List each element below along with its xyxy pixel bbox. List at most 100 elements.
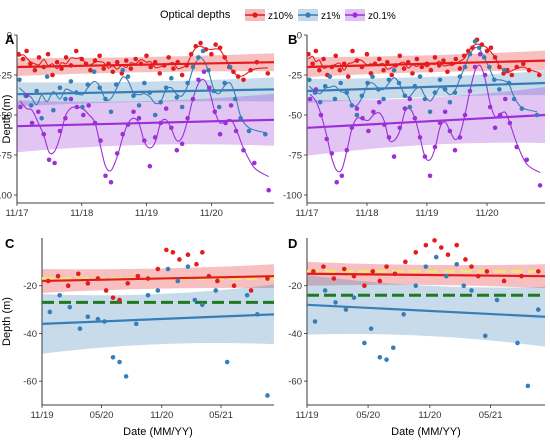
data-point (382, 122, 387, 127)
legend-item-2: z0.1% (345, 9, 396, 22)
data-point (98, 138, 103, 143)
data-point (185, 252, 191, 257)
trend-line-z10% (17, 61, 274, 69)
data-point (212, 109, 218, 115)
data-point (324, 136, 330, 142)
data-point (441, 58, 446, 63)
data-point (368, 326, 374, 331)
data-point (402, 93, 408, 99)
data-point (171, 66, 176, 71)
data-point (24, 48, 29, 54)
data-point (80, 104, 85, 110)
data-point (407, 104, 413, 110)
data-point (452, 90, 458, 95)
data-point (442, 87, 448, 92)
data-point (370, 74, 375, 79)
series-z10% (307, 37, 542, 79)
data-point (437, 120, 443, 126)
x-tick-label: 05/20 (356, 410, 380, 421)
data-point (423, 264, 429, 269)
data-point (417, 74, 423, 79)
data-point (436, 63, 442, 68)
data-point (223, 120, 228, 126)
data-point (39, 115, 44, 121)
y-tick-label: -75 (0, 151, 12, 162)
data-point (68, 79, 74, 84)
data-point (534, 112, 540, 118)
data-point (170, 250, 176, 255)
legend-point-swatch (252, 12, 258, 18)
y-tick-label: -100 (283, 191, 302, 202)
data-point (158, 120, 163, 126)
data-point (412, 83, 418, 89)
data-point (535, 269, 541, 274)
data-point (401, 66, 407, 71)
data-point (211, 88, 217, 94)
data-point (484, 48, 490, 54)
data-point (185, 115, 190, 121)
x-tick-label: 11/19 (30, 410, 53, 421)
data-point (370, 269, 376, 274)
data-point (44, 74, 50, 79)
data-point (148, 64, 154, 70)
data-point (462, 64, 468, 70)
data-point (514, 144, 520, 150)
data-point (454, 242, 460, 248)
data-point (17, 51, 21, 57)
data-point (332, 96, 338, 102)
data-point (454, 261, 460, 267)
series-z1% (17, 48, 268, 137)
y-tick-label: -40 (288, 329, 302, 340)
data-point (389, 72, 395, 78)
data-point (321, 56, 326, 62)
x-tick-label: 05/21 (479, 410, 503, 421)
data-point (50, 72, 55, 78)
data-point (217, 45, 223, 51)
data-point (165, 266, 171, 272)
series-z0.1% (307, 51, 543, 188)
data-point (110, 69, 116, 75)
data-point (525, 383, 531, 389)
x-tick-label: 11/18 (70, 208, 93, 219)
data-point (484, 269, 490, 274)
data-point (452, 147, 458, 153)
data-point (131, 109, 136, 115)
data-point (502, 96, 508, 102)
data-point (232, 96, 238, 102)
data-point (475, 273, 481, 279)
data-point (362, 283, 367, 289)
x-tick-label: 11/17 (5, 208, 28, 219)
data-point (386, 135, 392, 140)
data-point (310, 61, 315, 67)
y-axis-label: Depth (m) (1, 95, 13, 144)
data-point (241, 77, 246, 83)
data-point (390, 345, 396, 351)
data-point (469, 288, 474, 293)
data-point (311, 269, 316, 274)
data-point (445, 252, 451, 257)
data-point (20, 56, 26, 62)
data-point (169, 75, 174, 81)
data-point (152, 59, 158, 65)
data-point (461, 53, 467, 59)
series-z10% (311, 238, 541, 289)
data-point (47, 309, 53, 315)
data-point (135, 273, 141, 279)
data-point (344, 147, 350, 153)
data-point (114, 59, 120, 65)
data-point (331, 276, 337, 281)
data-point (228, 103, 234, 108)
data-point (392, 271, 398, 277)
panel-D: -20 -40 -60 11/19 05/20 11/20 05/21 D Date (MM/Y… (288, 236, 545, 438)
data-point (63, 115, 68, 121)
series-z1% (312, 254, 541, 389)
x-tick-label: 11/19 (295, 410, 318, 421)
legend-item-1: z1% (298, 9, 341, 22)
data-point (341, 61, 347, 67)
trend-line-z10% (307, 272, 545, 278)
data-point (215, 278, 220, 284)
data-point (422, 154, 428, 159)
x-axis-label: Date (MM/YY) (123, 426, 193, 438)
x-tick-label: 11/20 (418, 410, 441, 421)
